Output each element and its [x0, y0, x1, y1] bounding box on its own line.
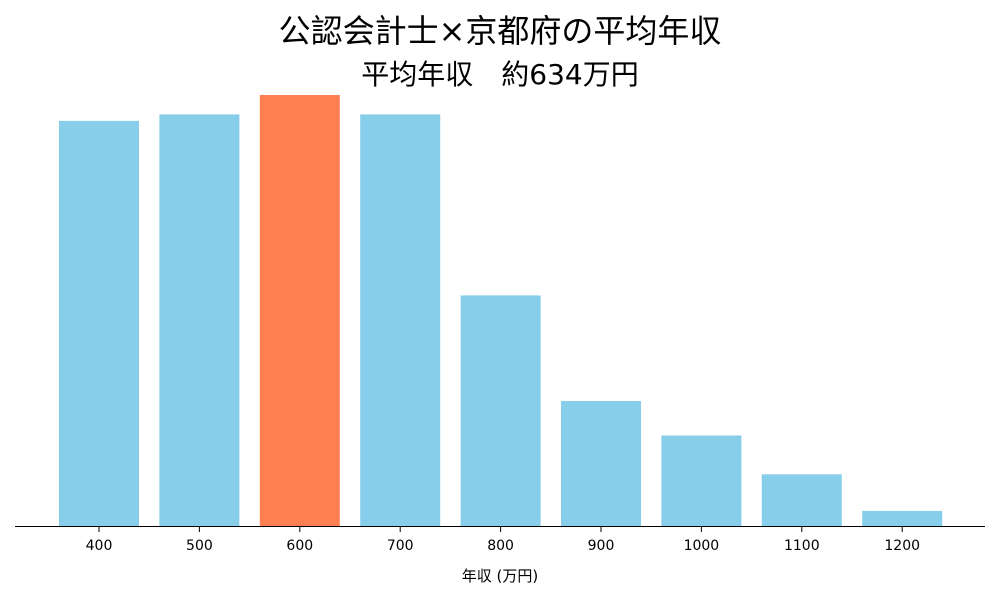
bar-800	[460, 295, 541, 526]
chart-title: 公認会計士×京都府の平均年収	[279, 12, 722, 50]
bar-600	[259, 95, 340, 526]
x-tick-label-400: 400	[86, 538, 113, 554]
x-tick-label-500: 500	[186, 538, 213, 554]
bar-900	[561, 401, 641, 526]
bars-group	[59, 95, 943, 527]
x-tick-label-1100: 1100	[784, 538, 820, 554]
x-tick-label-600: 600	[286, 538, 313, 554]
x-tick-label-1200: 1200	[884, 538, 920, 554]
bar-1200	[862, 510, 943, 526]
chart-subtitle: 平均年収 約634万円	[361, 58, 638, 91]
bar-700	[360, 114, 441, 527]
x-ticks-group: 400 500 600 700 800 900 1000 1100 1200	[86, 527, 920, 554]
bar-400	[59, 120, 139, 527]
bar-500	[159, 114, 240, 527]
bar-1000	[661, 435, 742, 526]
bar-1100	[761, 474, 842, 526]
x-axis-label: 年収 (万円)	[462, 567, 538, 585]
x-tick-label-800: 800	[487, 538, 514, 554]
x-tick-label-1000: 1000	[684, 538, 720, 554]
x-tick-label-900: 900	[588, 538, 615, 554]
x-tick-label-700: 700	[387, 538, 414, 554]
